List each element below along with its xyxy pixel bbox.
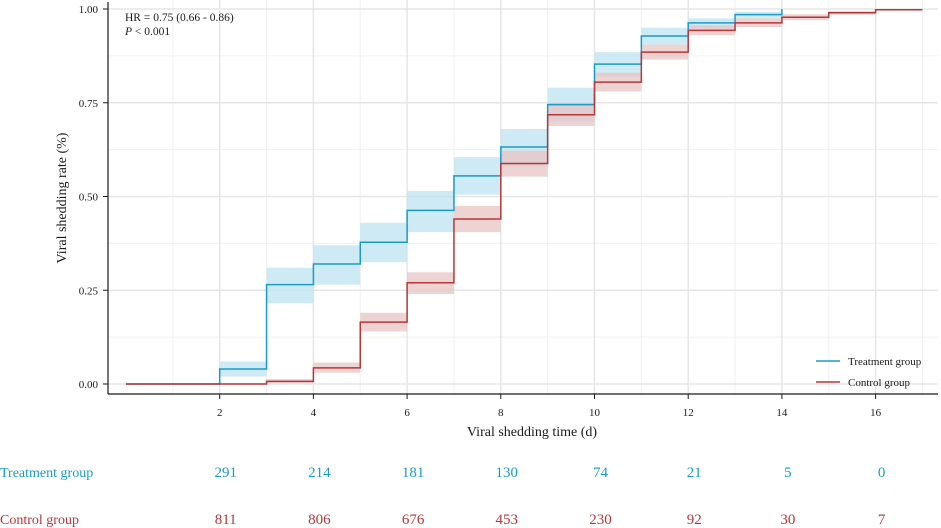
x-tick-label: 10 <box>589 407 601 419</box>
risk-value-control: 30 <box>780 512 795 528</box>
x-tick-label: 16 <box>870 407 882 419</box>
legend: Treatment group Control group <box>816 356 922 389</box>
x-tick-label: 8 <box>498 407 504 419</box>
ci-band-treatment <box>313 245 361 285</box>
x-tick-label: 12 <box>683 407 694 419</box>
risk-value-treatment: 5 <box>784 465 792 481</box>
gridlines <box>108 0 938 394</box>
hazard-ratio-annotation: HR = 0.75 (0.66 - 0.86) <box>125 12 234 24</box>
y-tick-label: 0.50 <box>79 192 99 204</box>
x-tick-label: 4 <box>311 407 317 419</box>
y-tick-label: 1.00 <box>79 4 99 16</box>
risk-value-control: 7 <box>878 512 886 528</box>
risk-row-label-control: Control group <box>0 513 79 528</box>
risk-row-label-treatment: Treatment group <box>0 466 93 481</box>
x-tick-label: 2 <box>217 407 223 419</box>
legend-label-control: Control group <box>848 377 911 389</box>
risk-value-control: 811 <box>215 512 237 528</box>
risk-value-treatment: 130 <box>496 465 519 481</box>
axes <box>107 2 938 395</box>
y-tick-label: 0.75 <box>79 98 99 110</box>
x-tick-label: 14 <box>776 407 788 419</box>
risk-value-treatment: 0 <box>878 465 886 481</box>
x-axis-title: Viral shedding time (d) <box>467 425 598 440</box>
risk-value-treatment: 74 <box>593 465 609 481</box>
ci-band-treatment <box>266 267 314 304</box>
y-tick-label: 0.00 <box>79 379 99 391</box>
series-line-control <box>126 9 923 385</box>
risk-value-control: 806 <box>308 512 331 528</box>
risk-value-treatment: 181 <box>402 465 425 481</box>
risk-value-control: 230 <box>589 512 612 528</box>
risk-table: Treatment group Control group 291 214 181 1… <box>0 465 886 528</box>
y-axis-title: Viral shedding rate (%) <box>55 132 70 263</box>
risk-value-treatment: 291 <box>214 465 237 481</box>
ci-band-treatment <box>407 190 454 233</box>
risk-value-treatment: 214 <box>308 465 331 481</box>
y-tick-label: 0.25 <box>79 285 99 297</box>
ticks: 2 4 6 8 10 12 14 16 0.00 0.25 0.50 0.75 1.00 <box>79 4 882 419</box>
p-value-annotation: P < 0.001 <box>124 26 170 38</box>
curves <box>126 9 923 385</box>
p-label: P <box>124 26 132 38</box>
risk-value-control: 676 <box>402 512 425 528</box>
legend-label-treatment: Treatment group <box>848 356 922 368</box>
risk-value-treatment: 21 <box>687 465 702 481</box>
p-value: < 0.001 <box>132 26 170 38</box>
ci-band-treatment <box>688 18 736 30</box>
x-tick-label: 6 <box>404 407 410 419</box>
risk-value-control: 92 <box>687 512 702 528</box>
risk-value-control: 453 <box>496 512 519 528</box>
